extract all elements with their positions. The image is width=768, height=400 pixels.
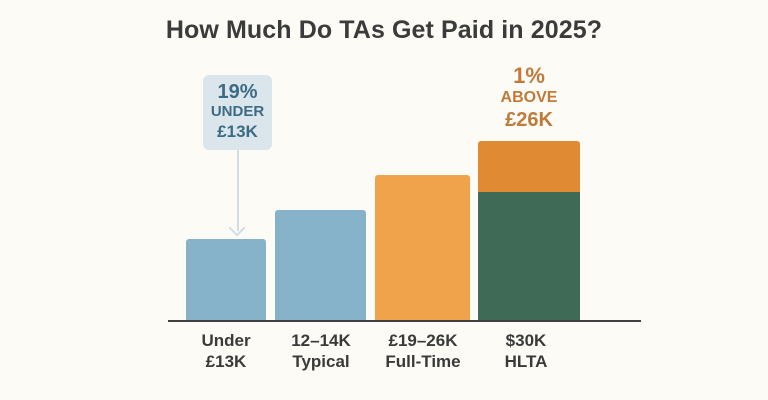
- annotation-line2: ABOVE: [500, 89, 558, 106]
- x-label-line1: Under: [201, 331, 251, 350]
- bar-12-14k-typical: [275, 210, 366, 320]
- bar-19-26k-full-time: [375, 175, 470, 320]
- x-axis-line: [168, 320, 641, 322]
- x-label-line2: HLTA: [504, 352, 548, 371]
- arrow-down-icon: [228, 219, 246, 237]
- x-label-30k-hlta: $30K HLTA: [466, 330, 586, 372]
- bar-30k-hlta-base-segment: [478, 192, 580, 320]
- chart-title: How Much Do TAs Get Paid in 2025?: [165, 16, 603, 44]
- callout-under-13k: 19% UNDER £13K: [203, 75, 272, 150]
- x-label-line2: Typical: [292, 352, 350, 371]
- bar-30k-hlta-top-segment: [478, 141, 580, 192]
- annotation-line3: £26K: [505, 109, 553, 131]
- x-label-line1: £19–26K: [388, 331, 458, 350]
- callout-arrow-line: [237, 150, 239, 231]
- x-label-line2: Full-Time: [385, 352, 461, 371]
- callout-line3: £13K: [217, 122, 258, 141]
- x-label-12-14k: 12–14K Typical: [261, 330, 381, 372]
- x-label-19-26k: £19–26K Full-Time: [363, 330, 483, 372]
- x-label-line2: £13K: [205, 352, 247, 371]
- x-label-under-13k: Under £13K: [166, 330, 286, 372]
- annotation-above-26k: 1% ABOVE £26K: [468, 64, 590, 132]
- callout-percent: 19%: [217, 81, 258, 103]
- annotation-percent: 1%: [513, 63, 545, 88]
- bar-under-13k: [186, 239, 266, 320]
- x-label-line1: $30K: [505, 331, 547, 350]
- callout-line2: UNDER: [210, 103, 265, 120]
- bar-30k-hlta: [478, 141, 580, 320]
- x-label-line1: 12–14K: [291, 331, 351, 350]
